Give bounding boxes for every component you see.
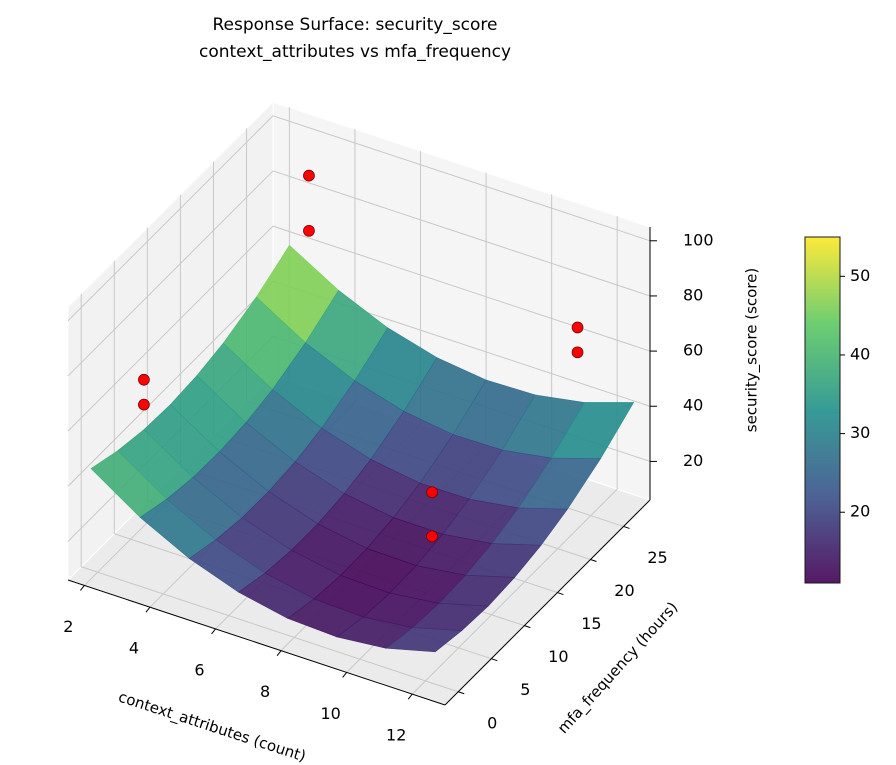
colorbar-tick-label: 50	[850, 266, 870, 285]
data-point	[303, 169, 315, 182]
grid-line	[272, 170, 651, 297]
z-tick-label: 100	[683, 230, 714, 249]
tick-mark	[145, 606, 151, 613]
x-tick-label: 6	[194, 660, 204, 679]
x-tick-label: 8	[260, 682, 270, 701]
surface-patch	[385, 627, 463, 653]
tick-mark	[458, 691, 465, 695]
tick-mark	[557, 592, 564, 596]
grid-line	[81, 566, 459, 693]
y-tick-label: 10	[548, 647, 568, 666]
tick-mark	[80, 585, 85, 591]
axis-line	[444, 499, 651, 706]
grid-line	[67, 115, 274, 322]
colorbar-ticks: 20 30 40 50	[840, 266, 870, 521]
axes: 2 4 6 8 10 12 0 5 10 15 20 25 20 40 60 80 100	[63, 227, 714, 745]
grid-line	[272, 115, 651, 242]
scatter-points	[138, 169, 584, 543]
y-tick-label: 0	[487, 713, 497, 732]
tick-mark	[342, 672, 348, 678]
x-tick-label: 2	[63, 617, 73, 636]
data-point	[571, 346, 584, 359]
axis-line	[67, 579, 446, 706]
y-tick-label: 20	[614, 581, 634, 600]
z-tick-label: 60	[683, 341, 703, 360]
z-tick-label: 80	[683, 285, 703, 304]
data-point	[426, 530, 438, 543]
z-tick-label: 40	[683, 396, 703, 415]
x-tick-label: 4	[129, 639, 139, 658]
tick-mark	[491, 658, 498, 662]
surface	[90, 244, 635, 653]
y-tick-label: 15	[581, 614, 601, 633]
data-point	[426, 486, 438, 499]
tick-mark	[276, 650, 282, 656]
data-point	[571, 321, 584, 334]
tick-mark	[211, 628, 216, 635]
z-tick-label: 20	[683, 451, 703, 470]
y-tick-label: 25	[647, 548, 667, 567]
grid-line	[411, 488, 618, 695]
chart-subtitle: context_attributes vs mfa_frequency	[199, 42, 511, 62]
chart-title: Response Surface: security_score	[213, 15, 498, 35]
colorbar-tick-label: 40	[850, 344, 870, 363]
x-axis-title: context_attributes (count)	[116, 688, 308, 765]
data-point	[303, 224, 315, 237]
tick-mark	[524, 625, 531, 629]
data-point	[138, 373, 150, 386]
y-axis-title: mfa_frequency (hours)	[554, 598, 682, 737]
colorbar	[804, 236, 841, 584]
colorbar-tick-label: 30	[850, 423, 870, 442]
tick-mark	[590, 559, 597, 562]
x-tick-label: 12	[386, 726, 406, 745]
data-point	[138, 398, 150, 411]
grid-line	[67, 170, 274, 377]
tick-mark	[623, 525, 630, 529]
grid-line	[272, 225, 651, 352]
grid-line	[67, 280, 274, 487]
grid-line	[67, 225, 274, 432]
y-tick-label: 5	[520, 680, 530, 699]
x-tick-label: 10	[320, 704, 340, 723]
colorbar-tick-label: 20	[850, 502, 870, 521]
tick-mark	[407, 693, 413, 700]
z-axis-title: security_score (score)	[743, 268, 762, 432]
